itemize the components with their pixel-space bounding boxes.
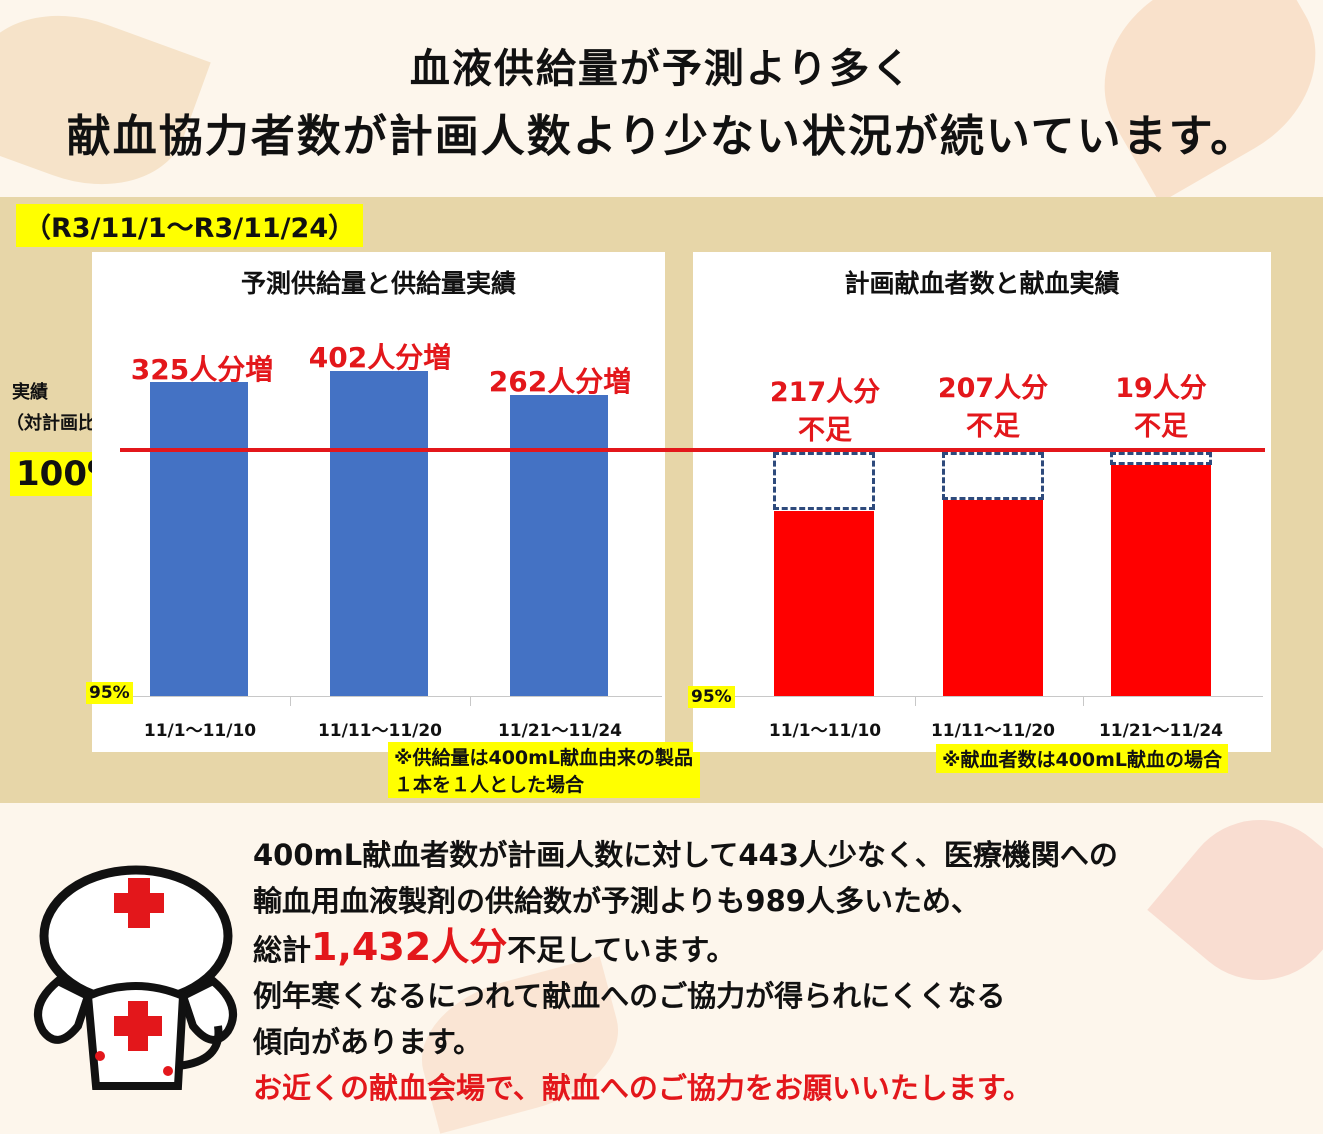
supply-note-1: ※供給量は400mL献血由来の製品１本を１人とした場合	[388, 742, 700, 798]
supply-x-axis	[122, 696, 662, 697]
period-label: （R3/11/1～R3/11/24）	[16, 204, 364, 247]
title-line-1: 血液供給量が予測より多く	[409, 46, 914, 92]
supply-ymin-label: 95%	[86, 682, 133, 704]
donor-x-axis	[723, 696, 1263, 697]
body-line-1: 400mL献血者数が計画人数に対して443人少なく、医療機関への	[253, 838, 1118, 872]
supply-category-2: 11/11～11/20	[317, 721, 443, 741]
body-line-3: 総計1,432人分不足しています。	[253, 924, 1118, 973]
supply-note: ※供給量は400mL献血由来の製品１本を１人とした場合	[394, 747, 694, 796]
donor-shortfall-1	[773, 452, 875, 510]
donor-shortfall-3	[1110, 452, 1212, 465]
donor-shortfall-2	[942, 452, 1044, 500]
body-text: 400mL献血者数が計画人数に対して443人少なく、医療機関への 輸血用血液製剤…	[253, 832, 1118, 1111]
donor-chart: 計画献血者数と献血実績 217人分 不足 207人分 不足 19人分 不足 11…	[693, 252, 1271, 752]
body-line-3-post: 不足しています。	[507, 933, 736, 967]
background-leaf	[1147, 787, 1323, 1013]
supply-data-label-1: 325人分増	[130, 353, 274, 386]
donor-data-label-1b: 不足	[798, 415, 852, 446]
mascot-illustration	[34, 865, 237, 1090]
y-axis-label-1: 実績	[12, 382, 48, 403]
supply-category-3: 11/21～11/24	[497, 721, 623, 741]
donor-ymin-label: 95%	[688, 686, 735, 708]
donor-data-label-1a: 217人分	[769, 377, 881, 408]
donor-axis-tick	[1083, 696, 1084, 706]
reference-line	[120, 448, 1265, 452]
supply-category-1: 11/1～11/10	[143, 721, 257, 741]
supply-bar-2	[330, 371, 428, 696]
supply-chart-title: 予測供給量と供給量実績	[240, 269, 516, 298]
donor-data-label-2a: 207人分	[937, 373, 1049, 404]
donor-bar-3	[1111, 465, 1211, 696]
supply-bar-3	[510, 395, 608, 696]
donor-data-label-3a: 19人分	[1115, 373, 1207, 404]
donor-axis-tick	[915, 696, 916, 706]
total-shortfall: 1,432人分	[311, 925, 508, 969]
supply-axis-tick	[290, 696, 291, 706]
donor-category-1: 11/1～11/10	[768, 721, 882, 741]
donor-category-3: 11/21～11/24	[1098, 721, 1224, 741]
body-line-5: 傾向があります。	[253, 1025, 483, 1059]
title-line-2: 献血協力者数が計画人数より少ない状況が続いています。	[66, 111, 1257, 162]
body-line-2: 輸血用血液製剤の供給数が予測よりも989人多いため、	[253, 884, 980, 918]
donor-bar-2	[943, 500, 1043, 696]
donor-note: ※献血者数は400mL献血の場合	[936, 744, 1229, 773]
supply-axis-tick	[470, 696, 471, 706]
donor-data-label-2b: 不足	[966, 411, 1020, 442]
supply-bar-1	[150, 382, 248, 696]
supply-data-label-2: 402人分増	[308, 341, 452, 374]
donor-category-2: 11/11～11/20	[930, 721, 1056, 741]
body-line-3-pre: 総計	[253, 933, 312, 967]
y-axis-label-2: （対計画比）	[6, 413, 114, 434]
body-line-4: 例年寒くなるにつれて献血へのご協力が得られにくくなる	[253, 979, 1006, 1013]
donor-bar-1	[774, 511, 874, 696]
closing-message: お近くの献血会場で、献血へのご協力をお願いいたします。	[253, 1071, 1032, 1105]
donor-chart-title: 計画献血者数と献血実績	[844, 269, 1120, 298]
supply-chart: 予測供給量と供給量実績 325人分増 402人分増 262人分増 11/1～11…	[92, 252, 665, 752]
supply-data-label-3: 262人分増	[488, 365, 632, 398]
donor-data-label-3b: 不足	[1134, 411, 1188, 442]
